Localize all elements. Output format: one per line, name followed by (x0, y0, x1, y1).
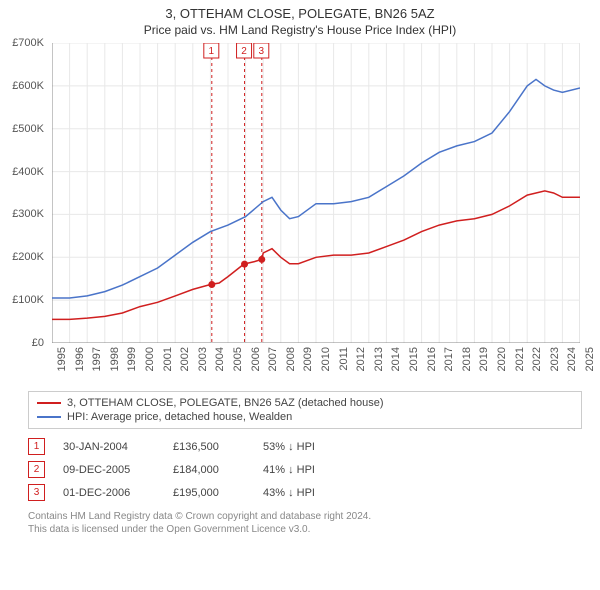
sale-delta: 41% ↓ HPI (263, 464, 373, 476)
sale-delta: 53% ↓ HPI (263, 441, 373, 453)
y-tick-label: £0 (32, 337, 44, 349)
sale-marker-badge: 2 (28, 461, 45, 478)
x-tick-label: 2003 (197, 347, 209, 371)
y-tick-label: £500K (12, 123, 44, 135)
y-tick-label: £100K (12, 294, 44, 306)
legend-label: 3, OTTEHAM CLOSE, POLEGATE, BN26 5AZ (de… (67, 397, 383, 409)
y-tick-label: £300K (12, 208, 44, 220)
x-tick-label: 2002 (179, 347, 191, 371)
legend: 3, OTTEHAM CLOSE, POLEGATE, BN26 5AZ (de… (28, 391, 582, 429)
x-tick-label: 2021 (514, 347, 526, 371)
x-tick-label: 2006 (250, 347, 262, 371)
x-tick-label: 2000 (144, 347, 156, 371)
x-tick-label: 2013 (373, 347, 385, 371)
y-tick-label: £600K (12, 80, 44, 92)
y-axis: £0£100K£200K£300K£400K£500K£600K£700K (0, 43, 48, 343)
x-tick-label: 2022 (531, 347, 543, 371)
x-tick-label: 1999 (126, 347, 138, 371)
sale-price: £195,000 (173, 487, 263, 499)
x-tick-label: 2014 (390, 347, 402, 371)
sale-row: 1 30-JAN-2004£136,50053% ↓ HPI (28, 435, 582, 458)
chart-container: 3, OTTEHAM CLOSE, POLEGATE, BN26 5AZ Pri… (0, 0, 600, 536)
x-axis: 1995 1996 1997 1998 1999 2000 2001 2002 2003 2004… (52, 343, 580, 383)
x-tick-label: 2011 (338, 347, 350, 371)
x-tick-label: 2009 (302, 347, 314, 371)
y-tick-label: £700K (12, 37, 44, 49)
svg-text:3: 3 (259, 46, 265, 57)
plot-area: £0£100K£200K£300K£400K£500K£600K£700K 12… (52, 43, 580, 343)
chart-svg: 1 2 3 (52, 43, 580, 343)
x-tick-label: 2010 (320, 347, 332, 371)
x-tick-label: 2025 (584, 347, 596, 371)
legend-row: 3, OTTEHAM CLOSE, POLEGATE, BN26 5AZ (de… (37, 396, 573, 410)
svg-text:2: 2 (241, 46, 247, 57)
sales-table: 1 30-JAN-2004£136,50053% ↓ HPI 2 09-DEC-200… (28, 435, 582, 504)
sale-delta: 43% ↓ HPI (263, 487, 373, 499)
page-title: 3, OTTEHAM CLOSE, POLEGATE, BN26 5AZ (0, 0, 600, 23)
y-tick-label: £200K (12, 251, 44, 263)
x-tick-label: 2019 (478, 347, 490, 371)
sale-marker-badge: 3 (28, 484, 45, 501)
x-tick-label: 2001 (162, 347, 174, 371)
sale-date: 30-JAN-2004 (63, 441, 173, 453)
x-tick-label: 2004 (214, 347, 226, 371)
legend-swatch (37, 402, 61, 404)
footer-note: Contains HM Land Registry data © Crown c… (28, 510, 582, 536)
x-tick-label: 2017 (443, 347, 455, 371)
sale-price: £136,500 (173, 441, 263, 453)
x-tick-label: 2018 (461, 347, 473, 371)
x-tick-label: 2008 (285, 347, 297, 371)
footer-line-2: This data is licensed under the Open Gov… (28, 523, 582, 536)
x-tick-label: 2015 (408, 347, 420, 371)
sale-marker-badge: 1 (28, 438, 45, 455)
x-tick-label: 2023 (549, 347, 561, 371)
footer-line-1: Contains HM Land Registry data © Crown c… (28, 510, 582, 523)
legend-swatch (37, 416, 61, 418)
legend-row: HPI: Average price, detached house, Weal… (37, 410, 573, 424)
sale-row: 2 09-DEC-2005£184,00041% ↓ HPI (28, 458, 582, 481)
x-tick-label: 1997 (91, 347, 103, 371)
sale-price: £184,000 (173, 464, 263, 476)
x-tick-label: 1996 (74, 347, 86, 371)
page-subtitle: Price paid vs. HM Land Registry's House … (0, 23, 600, 43)
sale-date: 09-DEC-2005 (63, 464, 173, 476)
svg-text:1: 1 (209, 46, 215, 57)
x-tick-label: 2024 (566, 347, 578, 371)
sale-row: 3 01-DEC-2006£195,00043% ↓ HPI (28, 481, 582, 504)
x-tick-label: 2005 (232, 347, 244, 371)
sale-date: 01-DEC-2006 (63, 487, 173, 499)
x-tick-label: 2020 (496, 347, 508, 371)
y-tick-label: £400K (12, 166, 44, 178)
x-tick-label: 2012 (355, 347, 367, 371)
x-tick-label: 2016 (426, 347, 438, 371)
x-tick-label: 1995 (56, 347, 68, 371)
x-tick-label: 1998 (109, 347, 121, 371)
legend-label: HPI: Average price, detached house, Weal… (67, 411, 292, 423)
x-tick-label: 2007 (267, 347, 279, 371)
